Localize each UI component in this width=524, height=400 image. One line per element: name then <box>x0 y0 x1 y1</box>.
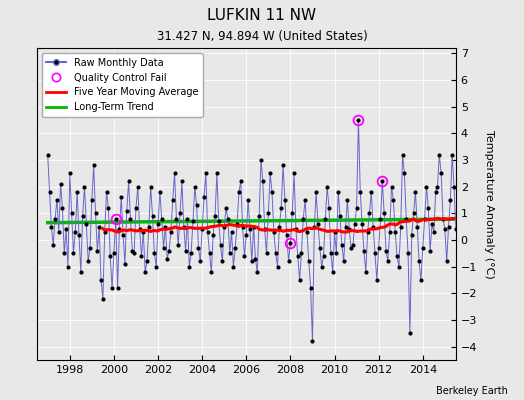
Legend: Raw Monthly Data, Quality Control Fail, Five Year Moving Average, Long-Term Tren: Raw Monthly Data, Quality Control Fail, … <box>41 53 203 117</box>
Y-axis label: Temperature Anomaly (°C): Temperature Anomaly (°C) <box>484 130 494 278</box>
Text: Berkeley Earth: Berkeley Earth <box>436 386 508 396</box>
Text: 31.427 N, 94.894 W (United States): 31.427 N, 94.894 W (United States) <box>157 30 367 43</box>
Text: LUFKIN 11 NW: LUFKIN 11 NW <box>208 8 316 23</box>
